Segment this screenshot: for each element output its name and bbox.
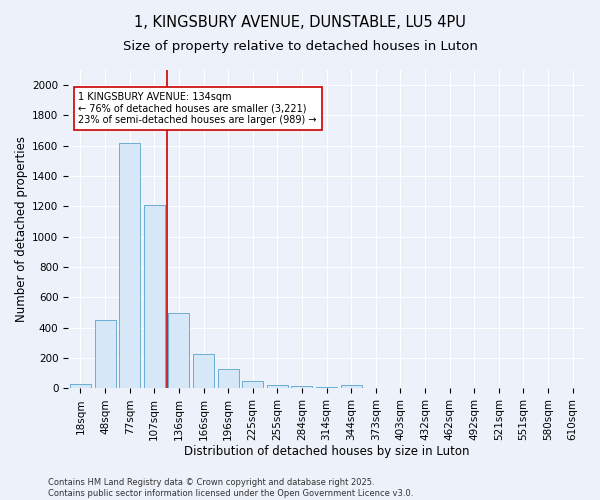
Bar: [193, 354, 214, 388]
Bar: [144, 205, 165, 388]
Bar: [95, 320, 116, 388]
Bar: [119, 143, 140, 388]
Text: 1 KINGSBURY AVENUE: 134sqm
← 76% of detached houses are smaller (3,221)
23% of s: 1 KINGSBURY AVENUE: 134sqm ← 76% of deta…: [79, 92, 317, 126]
Text: 1, KINGSBURY AVENUE, DUNSTABLE, LU5 4PU: 1, KINGSBURY AVENUE, DUNSTABLE, LU5 4PU: [134, 15, 466, 30]
X-axis label: Distribution of detached houses by size in Luton: Distribution of detached houses by size …: [184, 444, 469, 458]
Bar: [218, 369, 239, 388]
Text: Size of property relative to detached houses in Luton: Size of property relative to detached ho…: [122, 40, 478, 53]
Bar: [316, 387, 337, 388]
Bar: [267, 384, 288, 388]
Bar: [292, 386, 313, 388]
Y-axis label: Number of detached properties: Number of detached properties: [15, 136, 28, 322]
Text: Contains HM Land Registry data © Crown copyright and database right 2025.
Contai: Contains HM Land Registry data © Crown c…: [48, 478, 413, 498]
Bar: [70, 384, 91, 388]
Bar: [341, 386, 362, 388]
Bar: [242, 381, 263, 388]
Bar: [169, 312, 190, 388]
